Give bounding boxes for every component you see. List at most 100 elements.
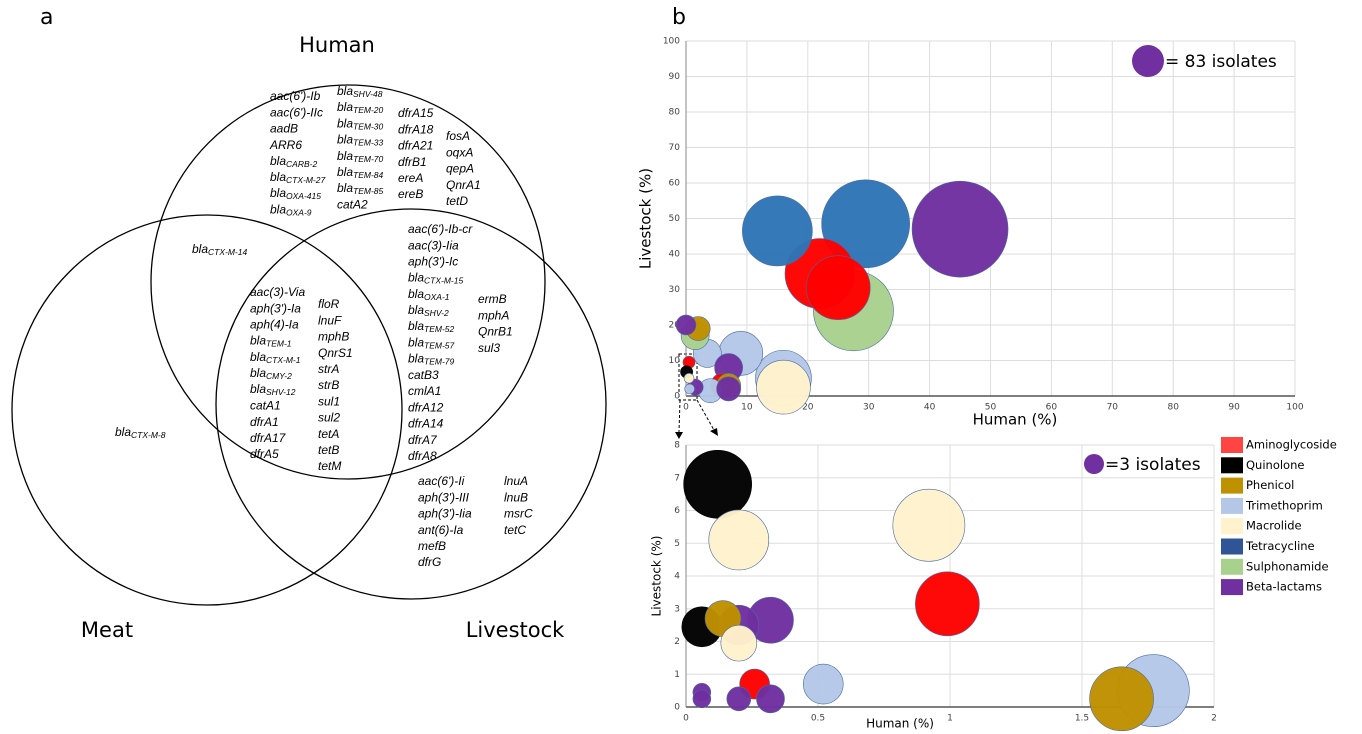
size-key-label: =3 isolates xyxy=(1105,455,1201,475)
bubble xyxy=(802,663,844,705)
x-tick-label: 20 xyxy=(802,403,814,413)
gene-subscript: TEM-85 xyxy=(353,186,384,196)
y-tick-label: 20 xyxy=(669,321,681,331)
gene: tetA xyxy=(318,427,339,441)
gene-subscript: TEM-1 xyxy=(266,339,292,349)
gene-base: bla xyxy=(337,100,353,114)
y-tick-label: 0 xyxy=(674,392,680,402)
gene: aph(3')-Ic xyxy=(408,255,458,269)
y-tick-label: 10 xyxy=(669,356,681,366)
gene: aac(6')-Ii xyxy=(418,474,465,488)
set-label: Human xyxy=(299,33,375,57)
gene: blaTEM-57 xyxy=(408,336,455,351)
x-tick-label: 60 xyxy=(1046,403,1058,413)
gene: dfrB1 xyxy=(398,155,427,169)
gene-subscript: SHV-48 xyxy=(353,89,383,99)
gene-base: bla xyxy=(408,336,424,350)
bubble xyxy=(915,571,980,637)
gene: blaCTX-M-27 xyxy=(270,170,325,185)
gene: sul1 xyxy=(318,394,340,408)
gene-base: bla xyxy=(270,154,286,168)
gene: blaTEM-79 xyxy=(408,352,455,367)
gene: blaTEM-85 xyxy=(337,181,384,196)
legend-swatch xyxy=(1221,437,1243,453)
size-key-bubble xyxy=(1132,45,1164,77)
gene: cmlA1 xyxy=(408,384,441,398)
bubble xyxy=(683,372,695,384)
y-tick-label: 7 xyxy=(674,473,680,483)
gene: blaTEM-70 xyxy=(337,149,384,164)
gene: dfrG xyxy=(418,555,441,569)
y-tick-label: 1 xyxy=(674,670,680,680)
x-axis-label: Human (%) xyxy=(866,717,934,731)
bubble xyxy=(821,179,910,269)
gene: floR xyxy=(318,297,340,311)
legend-label: Tetracycline xyxy=(1245,539,1315,553)
gene-subscript: CTX-M-27 xyxy=(286,175,325,185)
set-circle xyxy=(11,214,403,606)
bubble xyxy=(892,488,966,562)
x-tick-label: 100 xyxy=(1286,403,1303,413)
gene: blaTEM-1 xyxy=(250,334,292,349)
bubble xyxy=(726,686,752,712)
gene: tetD xyxy=(446,194,468,208)
gene: aadB xyxy=(270,122,298,136)
gene: QnrB1 xyxy=(478,325,513,339)
y-axis-label: Livestock (%) xyxy=(650,536,664,617)
gene-subscript: TEM-79 xyxy=(424,357,455,367)
y-tick-label: 5 xyxy=(674,539,680,549)
gene-base: bla xyxy=(337,117,353,131)
y-tick-label: 80 xyxy=(669,108,681,118)
gene: qepA xyxy=(446,162,474,176)
gene: blaCTX-M-15 xyxy=(408,271,463,286)
legend-label: Quinolone xyxy=(1246,458,1304,472)
gene: QnrA1 xyxy=(446,178,481,192)
bubble xyxy=(684,383,695,395)
gene: strA xyxy=(318,362,339,376)
gene: blaSHV-48 xyxy=(337,84,383,99)
gene: mphB xyxy=(318,330,349,344)
legend-swatch xyxy=(1221,579,1243,596)
bubble xyxy=(756,684,785,714)
gene: dfrA14 xyxy=(408,417,444,431)
gene: blaOXA-1 xyxy=(408,287,450,302)
gene: blaCARB-2 xyxy=(270,154,317,169)
bubble xyxy=(716,376,741,402)
gene: ermB xyxy=(478,292,507,306)
y-tick-label: 60 xyxy=(669,179,681,189)
gene-base: bla xyxy=(250,350,266,364)
gene: dfrA21 xyxy=(398,139,433,153)
y-tick-label: 8 xyxy=(674,441,680,451)
gene-base: bla xyxy=(408,271,424,285)
gene: strB xyxy=(318,378,339,392)
bubble xyxy=(911,180,1009,278)
gene: QnrS1 xyxy=(318,346,353,360)
bubble xyxy=(692,689,712,709)
zoom-arrow xyxy=(678,399,681,433)
gene: blaTEM-30 xyxy=(337,117,384,132)
gene-base: bla xyxy=(408,319,424,333)
size-key-label: = 83 isolates xyxy=(1165,52,1277,72)
x-tick-label: 1 xyxy=(947,714,953,724)
gene-base: bla xyxy=(337,181,353,195)
gene: dfrA1 xyxy=(250,415,279,429)
gene: dfrA12 xyxy=(408,400,444,414)
y-tick-label: 100 xyxy=(663,37,680,47)
gene-subscript: CARB-2 xyxy=(286,159,317,169)
gene-subscript: TEM-70 xyxy=(353,154,384,164)
panel-letter: b xyxy=(672,5,686,30)
gene-base: bla xyxy=(192,242,208,256)
gene: aph(3')-Ia xyxy=(250,301,301,315)
gene: lnuA xyxy=(504,474,528,488)
y-tick-label: 70 xyxy=(669,143,681,153)
gene: blaTEM-33 xyxy=(337,133,384,148)
gene: ereB xyxy=(398,187,423,201)
x-tick-label: 90 xyxy=(1228,403,1240,413)
gene-subscript: CTX-M-1 xyxy=(266,355,301,365)
gene: blaCTX-M-1 xyxy=(250,350,301,365)
gene: tetM xyxy=(318,459,341,473)
zoom-arrow-head xyxy=(710,428,718,436)
gene-subscript: OXA-1 xyxy=(424,292,450,302)
gene: catA1 xyxy=(250,399,281,413)
gene: aac(6')-IIc xyxy=(270,105,323,119)
